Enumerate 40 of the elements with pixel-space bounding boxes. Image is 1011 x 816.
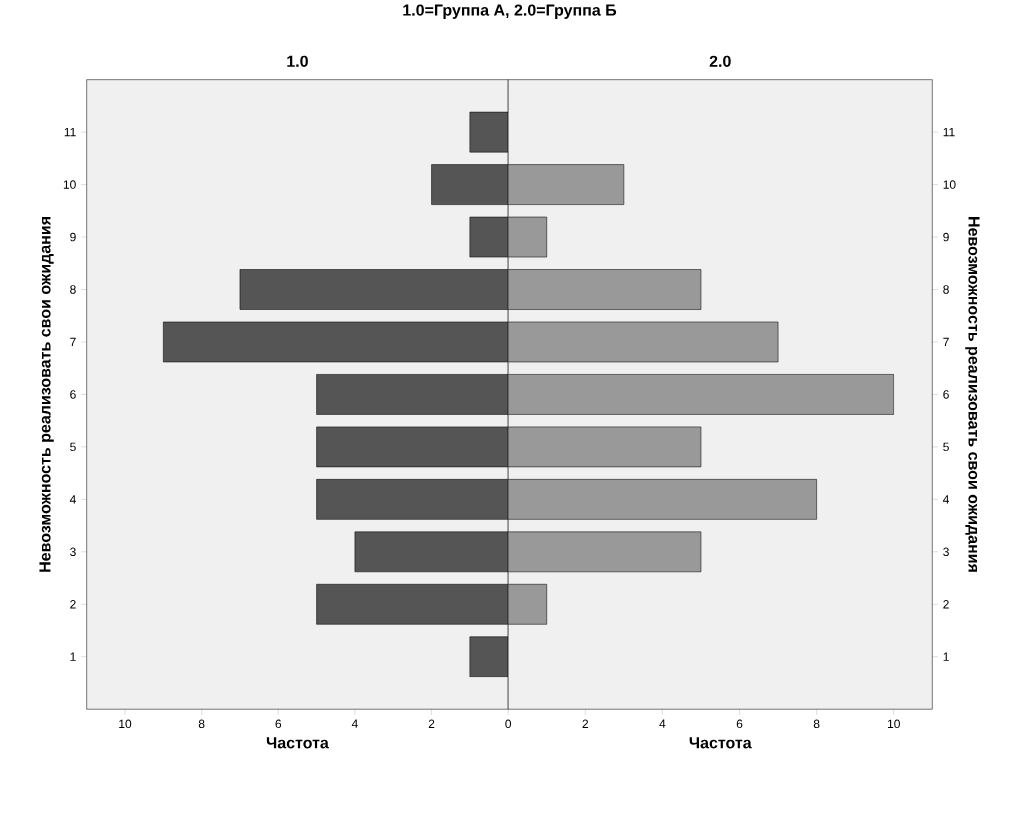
y-tick-label: 7 — [70, 337, 76, 347]
y-tick-label: 9 — [70, 232, 76, 242]
y-tick-label: 9 — [943, 232, 949, 242]
x-tick-label: 8 — [198, 719, 205, 729]
x-tick-label: 6 — [275, 719, 282, 729]
y-tick-label: 5 — [943, 442, 949, 452]
x-tick-label: 4 — [659, 719, 666, 728]
x-tick-label: 8 — [813, 719, 820, 729]
x-axis-title: Частота — [689, 737, 752, 749]
y-tick-label: 6 — [70, 390, 76, 399]
x-tick-label: 10 — [888, 719, 900, 729]
y-tick-label: 3 — [70, 547, 76, 557]
y-tick-label: 8 — [70, 285, 76, 294]
y-tick-label: 11 — [943, 128, 955, 137]
x-tick-label: 2 — [582, 719, 589, 729]
x-tick-label: 2 — [428, 719, 435, 729]
y-tick-label: 1 — [70, 652, 76, 661]
y-tick-label: 6 — [943, 390, 949, 399]
y-axis-title: Невозможность реализовать свои ожидания — [965, 217, 980, 572]
y-tick-label: 4 — [942, 495, 950, 504]
y-tick-label: 5 — [70, 442, 76, 452]
y-tick-label: 1 — [943, 652, 949, 661]
x-tick-label: 4 — [351, 719, 358, 728]
x-axis-title: Частота — [266, 737, 329, 749]
y-tick-label: 11 — [64, 128, 76, 137]
y-tick-label: 3 — [943, 547, 949, 557]
y-tick-label: 7 — [943, 337, 949, 347]
x-tick-label: 0 — [505, 719, 512, 729]
chart-title: 1.0=Группа А, 2.0=Группа Б — [403, 4, 617, 19]
y-tick-label: 8 — [943, 285, 949, 294]
y-tick-label: 2 — [70, 600, 76, 609]
y-axis-title: Невозможность реализовать свои ожидания — [39, 217, 54, 572]
y-tick-label: 10 — [943, 180, 956, 189]
y-tick-label: 10 — [63, 180, 76, 189]
x-tick-label: 6 — [736, 719, 743, 729]
y-tick-label: 4 — [69, 495, 76, 504]
chart-subtitle: 2.0 — [709, 55, 731, 67]
chart-subtitle: 1.0 — [287, 55, 308, 67]
x-tick-label: 10 — [119, 719, 132, 729]
y-tick-label: 2 — [943, 600, 949, 609]
